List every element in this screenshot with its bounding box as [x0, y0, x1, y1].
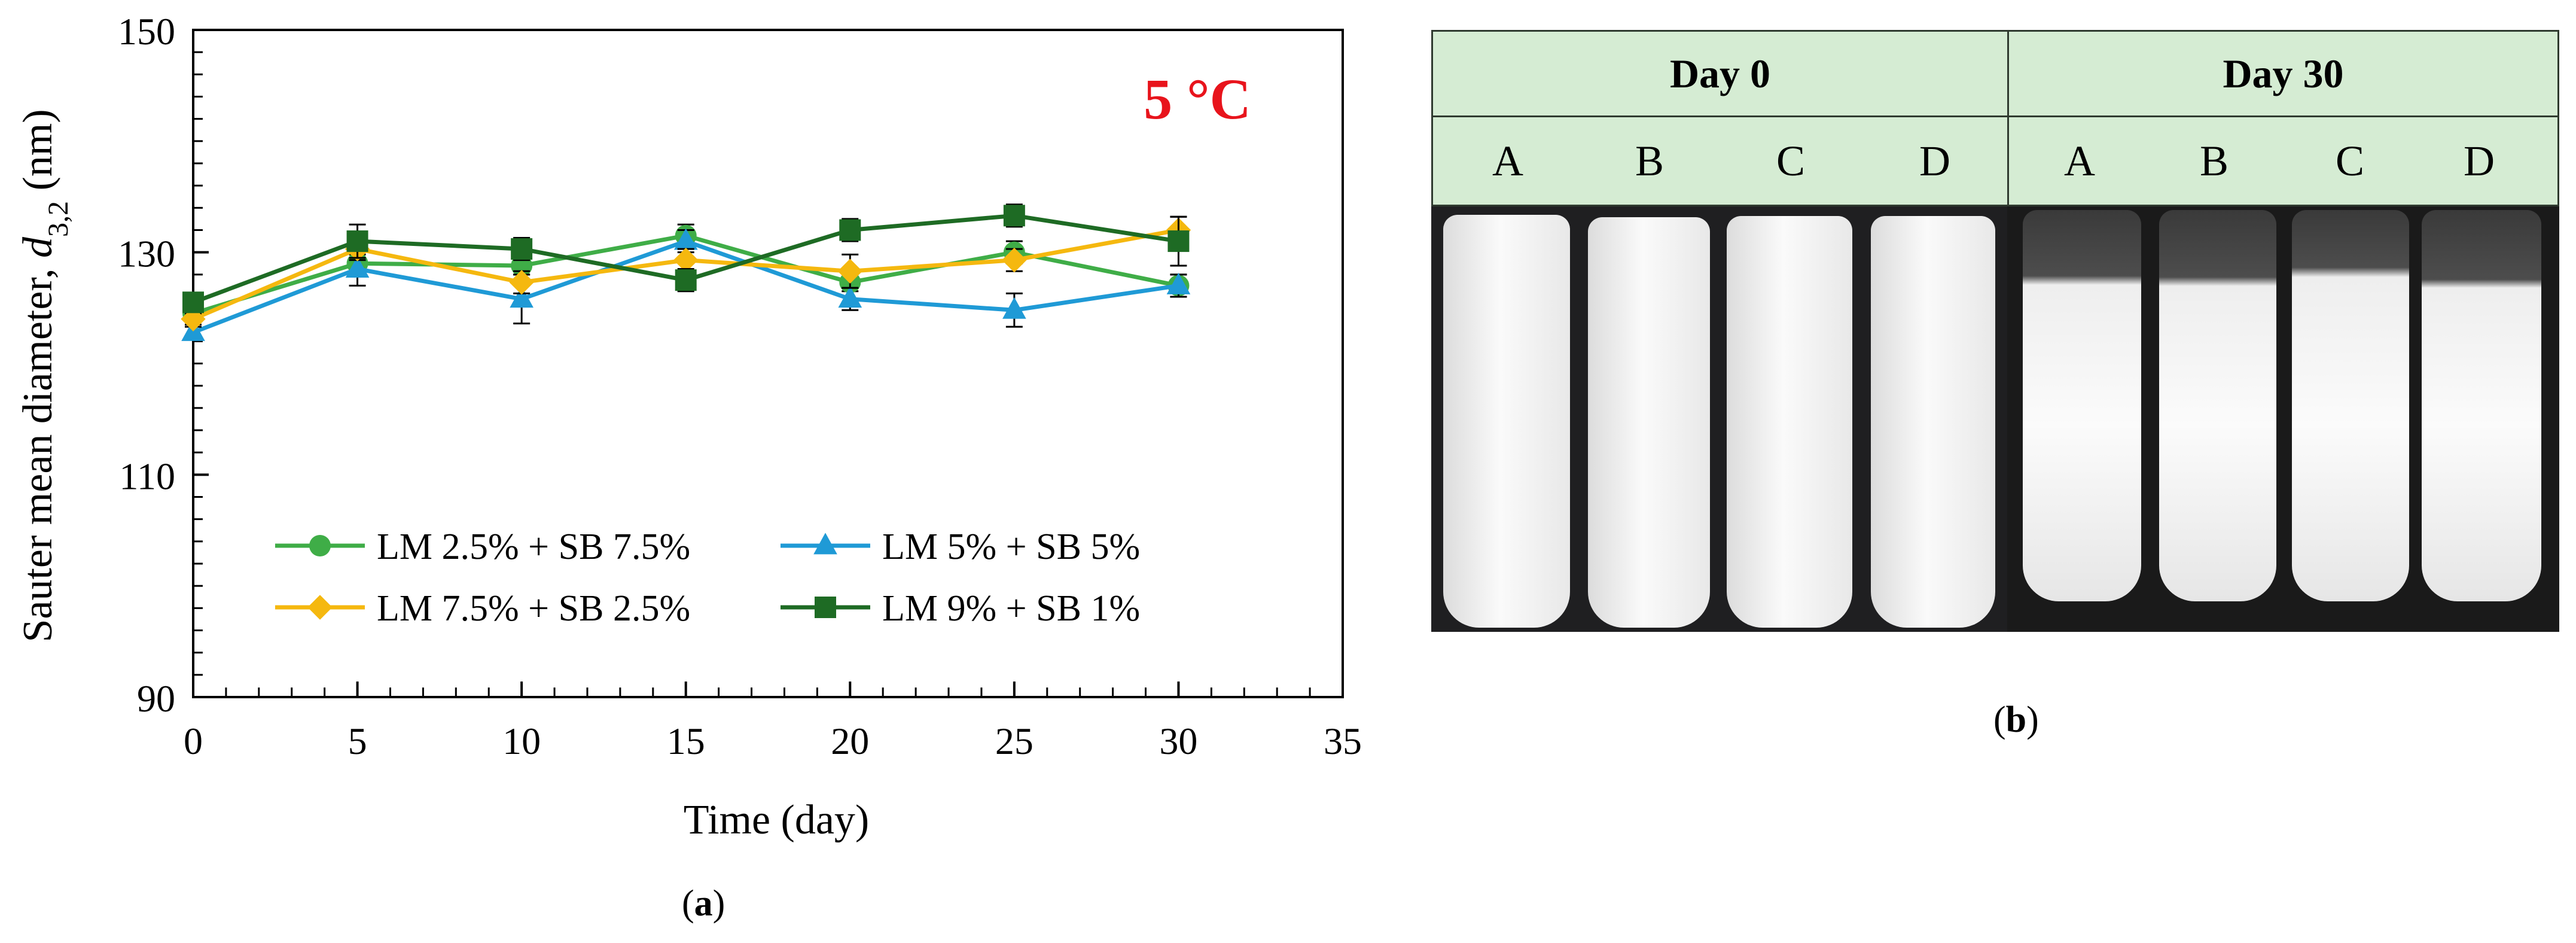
legend-label: LM 2.5% + SB 7.5% [377, 527, 690, 567]
x-axis-label: Time (day) [684, 797, 869, 843]
series-4 [182, 203, 1190, 314]
chart-series [181, 203, 1191, 341]
data-point [181, 306, 206, 331]
y-axis-label: Sauter mean diameter, d3,2 (nm) [15, 109, 74, 642]
data-point [673, 247, 699, 273]
day-30-vial-a-label: A [2064, 136, 2095, 185]
day-30-header-label: Day 30 [2223, 50, 2344, 96]
day-0-header: Day 0 [1431, 30, 2009, 117]
y-tick-label: 110 [119, 455, 175, 497]
data-point [510, 286, 534, 308]
data-point [345, 255, 370, 278]
legend-marker [813, 533, 837, 555]
day-0-vial-b-label: B [1635, 136, 1665, 185]
legend-item-1: LM 2.5% + SB 7.5% [275, 527, 690, 567]
y-axis-label-main: Sauter mean diameter, [15, 258, 61, 642]
x-tick-label: 35 [1324, 720, 1362, 762]
legend-item-3: LM 7.5% + SB 2.5% [275, 588, 690, 629]
line-chart: 90 110 130 150 0 5 10 15 20 25 30 35 5 °C Time (day… [15, 10, 1362, 843]
temperature-annotation: 5 °C [1144, 67, 1251, 131]
x-tick-label: 30 [1159, 720, 1197, 762]
legend-item-2: LM 5% + SB 5% [781, 527, 1140, 567]
day-0-vial-d-label: D [1919, 136, 1950, 185]
data-point [838, 286, 862, 308]
x-tick-label: 15 [667, 720, 705, 762]
day-30-vial-c-label: C [2335, 136, 2365, 185]
data-point [1002, 297, 1026, 319]
legend-marker [309, 535, 331, 556]
day-0-vial-photo [1431, 206, 2007, 632]
day-30-vial-d [2422, 210, 2541, 601]
day-30-vial-a [2023, 210, 2141, 601]
y-axis-label-unit: (nm) [15, 109, 61, 201]
day-0-vial-b [1588, 217, 1710, 628]
data-point [837, 258, 862, 284]
chart-legend: LM 2.5% + SB 7.5% LM 5% + SB 5% LM 7.5% + … [275, 527, 1140, 629]
data-point [1003, 205, 1025, 227]
data-point [509, 270, 534, 295]
day-0-vial-a-label: A [1492, 136, 1523, 185]
legend-marker [815, 597, 836, 618]
day-0-vial-c [1727, 216, 1852, 628]
data-point [673, 228, 698, 250]
data-point [1002, 247, 1027, 273]
day-0-vial-c-label: C [1776, 136, 1806, 185]
day-30-vial-b-label: B [2199, 136, 2229, 185]
x-tick-label: 5 [348, 720, 367, 762]
day-0-vial-a [1443, 215, 1570, 628]
x-tick-label: 25 [995, 720, 1034, 762]
day-0-vial-label-row: A B C D [1431, 115, 2009, 206]
data-point [839, 219, 861, 241]
data-point [1166, 272, 1191, 294]
legend-marker [307, 595, 333, 620]
y-tick-label: 90 [137, 677, 175, 720]
day-30-header: Day 30 [2007, 30, 2559, 117]
legend-item-4: LM 9% + SB 1% [781, 588, 1140, 629]
day-0-header-label: Day 0 [1669, 50, 1771, 96]
data-point [511, 238, 533, 260]
data-point [675, 269, 697, 291]
x-tick-label: 20 [831, 720, 869, 762]
day-30-vial-b [2159, 210, 2276, 601]
panel-a-label: (a) [682, 883, 725, 924]
x-tick-label: 0 [184, 720, 203, 762]
day-30-vial-photo [2007, 206, 2559, 632]
legend-label: LM 7.5% + SB 2.5% [377, 588, 690, 629]
day-30-vial-c [2292, 210, 2409, 601]
day-0-vial-d [1871, 216, 1995, 628]
y-tick-label: 130 [118, 233, 175, 275]
panel-a-letter: a [694, 883, 713, 924]
day-30-vial-label-row: A B C D [2007, 115, 2559, 206]
data-point [1167, 230, 1190, 253]
chart-axes: 90 110 130 150 0 5 10 15 20 25 30 35 [118, 10, 1362, 762]
legend-label: LM 9% + SB 1% [882, 588, 1140, 629]
y-tick-label: 150 [118, 10, 175, 53]
panel-b-letter: b [2005, 699, 2027, 740]
y-axis-label-symbol: d [15, 236, 61, 258]
y-axis-label-subscript: 3,2 [42, 201, 74, 237]
data-point [182, 291, 204, 314]
x-tick-label: 10 [502, 720, 541, 762]
vial-photo-panel: Day 0 Day 30 A B C D A B C D [1431, 30, 2559, 632]
day-30-vial-d-label: D [2464, 136, 2495, 185]
legend-label: LM 5% + SB 5% [882, 527, 1140, 567]
panel-b-label: (b) [1993, 699, 2039, 740]
data-point [346, 230, 368, 253]
